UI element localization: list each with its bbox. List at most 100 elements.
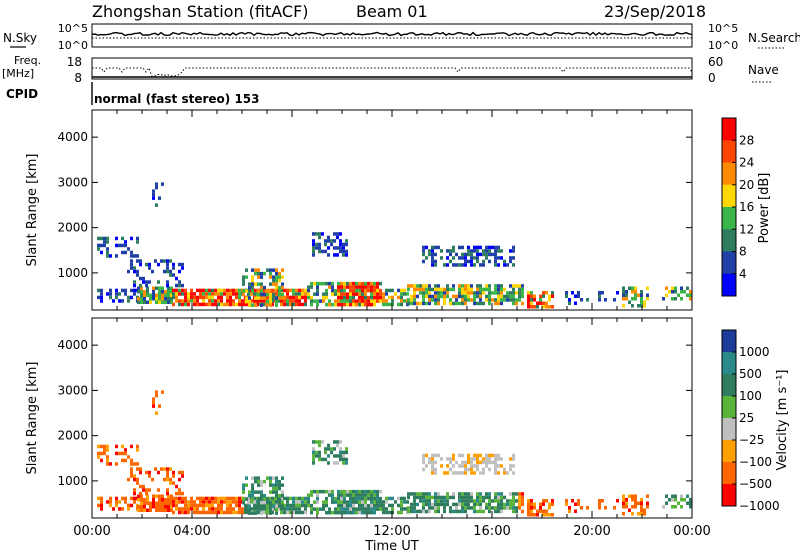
scatter-cell xyxy=(367,489,370,494)
scatter-cell xyxy=(163,467,166,471)
scatter-cell xyxy=(118,292,121,296)
scatter-cell xyxy=(461,492,464,496)
scatter-cell xyxy=(370,288,373,293)
scatter-cell xyxy=(112,507,115,511)
scatter-cell xyxy=(143,501,146,505)
scatter-cell xyxy=(512,256,515,260)
scatter-cell xyxy=(190,292,193,296)
scatter-cell xyxy=(473,502,476,507)
scatter-cell xyxy=(361,496,364,501)
scatter-cell xyxy=(382,503,385,508)
scatter-cell xyxy=(226,302,229,307)
scatter-cell xyxy=(440,287,443,292)
scatter-cell xyxy=(251,303,254,307)
scatter-cell xyxy=(269,479,272,484)
scatter-cell xyxy=(406,292,409,296)
scatter-cell xyxy=(143,300,146,304)
scatter-cell xyxy=(494,453,497,458)
scatter-cell xyxy=(208,295,211,300)
time-tick-label: 00:00 xyxy=(73,524,110,539)
scatter-cell xyxy=(315,232,318,236)
scatter-cell xyxy=(307,288,310,293)
scatter-cell xyxy=(385,299,388,303)
scatter-cell xyxy=(355,489,358,494)
scatter-cell xyxy=(542,509,545,513)
scatter-cell xyxy=(278,486,281,491)
scatter-cell xyxy=(106,448,109,452)
scatter-cell xyxy=(316,299,319,303)
scatter-cell xyxy=(226,507,229,511)
scatter-cell xyxy=(352,496,355,501)
scatter-cell xyxy=(187,507,190,511)
scatter-cell xyxy=(689,293,692,297)
scatter-cell xyxy=(181,299,184,303)
scatter-cell xyxy=(683,290,686,294)
scatter-cell xyxy=(339,447,342,451)
scatter-cell xyxy=(124,240,127,244)
scatter-cell xyxy=(277,299,280,303)
scatter-cell xyxy=(680,297,683,301)
scatter-cell xyxy=(142,276,145,281)
scatter-cell xyxy=(278,497,281,501)
scatter-cell xyxy=(220,503,223,508)
scatter-cell xyxy=(331,493,334,497)
scatter-cell xyxy=(166,491,169,496)
scatter-cell xyxy=(248,507,251,512)
scatter-cell xyxy=(443,291,446,295)
scatter-cell xyxy=(342,253,345,257)
scatter-cell xyxy=(172,273,175,277)
scatter-cell xyxy=(416,502,419,507)
scatter-cell xyxy=(312,232,315,236)
noise-sky-trace xyxy=(91,31,693,37)
scatter-cell xyxy=(278,278,281,283)
scatter-cell xyxy=(157,280,160,284)
scatter-cell xyxy=(500,291,503,295)
scatter-cell xyxy=(376,299,379,303)
scatter-cell xyxy=(318,235,321,240)
scatter-cell xyxy=(358,507,361,511)
scatter-cell xyxy=(242,282,245,286)
scatter-cell xyxy=(190,288,193,293)
scatter-cell xyxy=(370,507,373,511)
scatter-cell xyxy=(419,499,422,503)
scatter-cell xyxy=(263,292,266,297)
scatter-cell xyxy=(640,498,643,502)
scatter-cell xyxy=(196,503,199,508)
scatter-cell xyxy=(127,269,130,274)
scatter-cell xyxy=(449,301,452,306)
scatter-cell xyxy=(148,266,151,270)
scatter-cell xyxy=(278,493,281,498)
scatter-cell xyxy=(100,496,103,501)
scatter-cell xyxy=(340,299,343,303)
scatter-cell xyxy=(497,287,500,292)
scatter-cell xyxy=(292,288,295,293)
scatter-cell xyxy=(143,505,146,509)
scatter-cell xyxy=(184,496,187,501)
scatter-cell xyxy=(458,256,461,260)
scatter-cell xyxy=(437,291,440,295)
scatter-cell xyxy=(211,510,214,515)
scatter-cell xyxy=(217,288,220,293)
scatter-cell xyxy=(437,495,440,500)
scatter-cell xyxy=(307,295,310,300)
scatter-cell xyxy=(479,502,482,507)
scatter-cell xyxy=(336,440,339,444)
scatter-cell xyxy=(260,271,263,276)
scatter-cell xyxy=(316,288,319,293)
scatter-cell xyxy=(100,295,103,300)
scatter-cell xyxy=(680,286,683,290)
scatter-cell xyxy=(491,298,494,302)
scatter-cell xyxy=(145,280,148,284)
time-tick-label: 08:00 xyxy=(273,524,310,539)
scatter-cell xyxy=(494,245,497,250)
scatter-cell xyxy=(518,284,521,288)
ytick-label: 3000 xyxy=(57,383,88,397)
scatter-cell xyxy=(410,294,413,299)
scatter-cell xyxy=(257,490,260,494)
scatter-cell xyxy=(322,292,325,296)
scatter-cell xyxy=(461,291,464,295)
scatter-cell xyxy=(400,507,403,511)
scatter-cell xyxy=(130,295,133,300)
scatter-cell xyxy=(333,239,336,243)
